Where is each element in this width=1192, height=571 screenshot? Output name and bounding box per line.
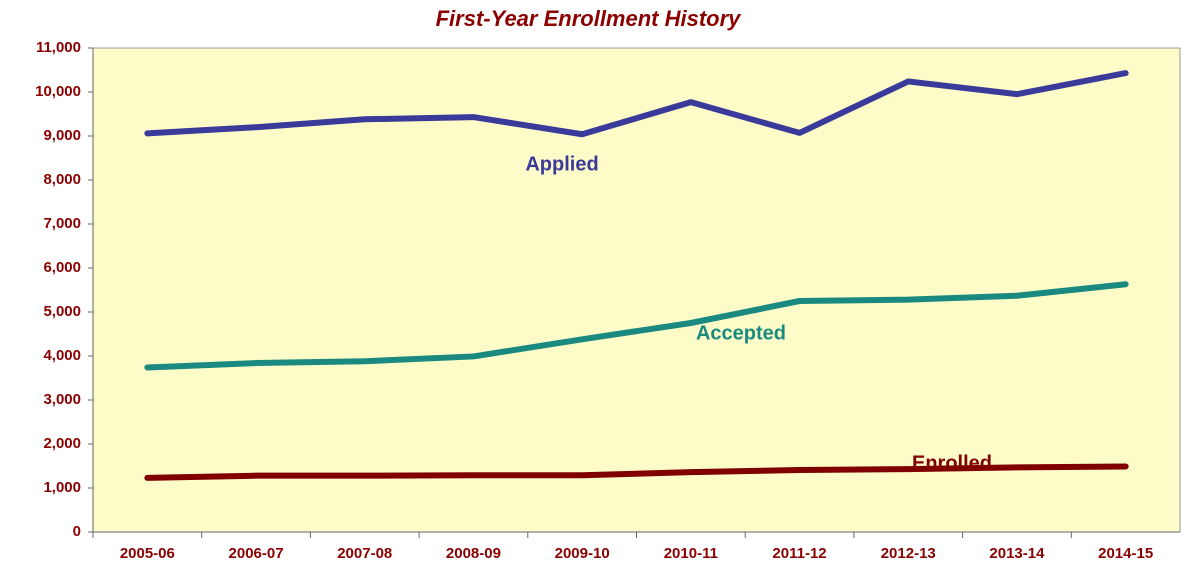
x-tick-label: 2007-08 xyxy=(337,545,392,562)
x-tick-label: 2011-12 xyxy=(772,545,826,562)
x-tick-label: 2014-15 xyxy=(1098,545,1153,562)
y-tick-label: 5,000 xyxy=(43,303,81,320)
data-line xyxy=(144,281,1129,371)
x-tick-label: 2008-09 xyxy=(446,545,501,562)
y-tick-label: 3,000 xyxy=(43,391,81,408)
data-line xyxy=(144,70,1129,138)
series-label: Accepted xyxy=(696,322,786,344)
y-tick-label: 1,000 xyxy=(43,479,81,496)
y-tick-label: 7,000 xyxy=(43,215,81,232)
y-tick-label: 10,000 xyxy=(35,83,81,100)
x-tick-label: 2006-07 xyxy=(229,545,284,562)
chart-title: First-Year Enrollment History xyxy=(436,6,743,31)
y-tick-label: 9,000 xyxy=(43,127,81,144)
data-line xyxy=(144,463,1129,481)
x-tick-label: 2009-10 xyxy=(555,545,610,562)
y-tick-label: 2,000 xyxy=(43,435,81,452)
x-tick-label: 2005-06 xyxy=(120,545,175,562)
x-tick-label: 2010-11 xyxy=(664,545,718,562)
y-tick-label: 6,000 xyxy=(43,259,81,276)
x-tick-label: 2012-13 xyxy=(881,545,936,562)
series-label: Applied xyxy=(525,153,598,175)
y-tick-label: 8,000 xyxy=(43,171,81,188)
y-tick-label: 4,000 xyxy=(43,347,81,364)
y-tick-label: 11,000 xyxy=(36,39,81,56)
x-tick-label: 2013-14 xyxy=(989,545,1045,562)
y-tick-label: 0 xyxy=(73,523,81,540)
